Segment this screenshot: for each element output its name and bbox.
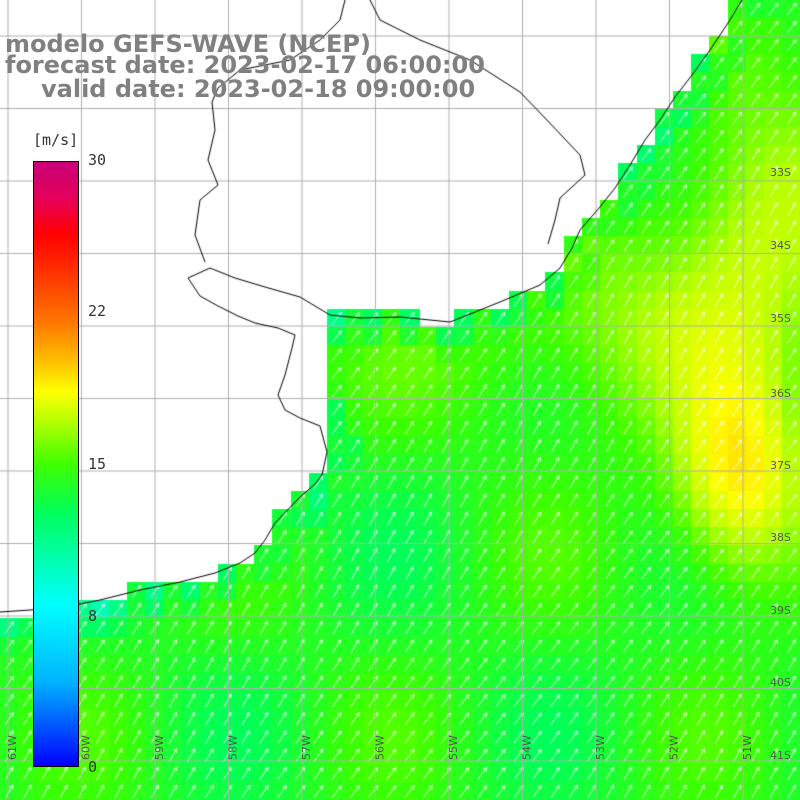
lon-label-52w: 52W xyxy=(668,735,681,760)
lon-label-57w: 57W xyxy=(300,735,313,760)
lat-label-35s: 35S xyxy=(770,312,791,325)
colorbar-tick-8: 8 xyxy=(88,607,98,625)
colorbar-tick-30: 30 xyxy=(88,151,107,169)
colorbar-unit: [m/s] xyxy=(33,131,79,149)
lon-label-53w: 53W xyxy=(594,735,607,760)
lat-label-40s: 40S xyxy=(770,676,791,689)
lat-label-36s: 36S xyxy=(770,387,791,400)
lat-label-38s: 38S xyxy=(770,531,791,544)
lon-label-51w: 51W xyxy=(741,735,754,760)
lat-label-37s: 37S xyxy=(770,459,791,472)
lat-label-41s: 41S xyxy=(770,749,791,762)
lat-label-34s: 34S xyxy=(770,239,791,252)
lon-label-58w: 58W xyxy=(227,735,240,760)
lon-label-60w: 60W xyxy=(80,735,93,760)
lon-label-61w: 61W xyxy=(6,735,19,760)
title-forecast-date: forecast date: 2023-02-17 06:00:00 xyxy=(5,51,485,79)
title-model: modelo GEFS-WAVE (NCEP) xyxy=(5,30,371,58)
title-valid-date: valid date: 2023-02-18 09:00:00 xyxy=(41,75,476,103)
lat-label-39s: 39S xyxy=(770,604,791,617)
lon-label-55w: 55W xyxy=(447,735,460,760)
lon-label-59w: 59W xyxy=(153,735,166,760)
colorbar-tick-15: 15 xyxy=(88,455,107,473)
colorbar-tick-22: 22 xyxy=(88,302,107,320)
lat-label-33s: 33S xyxy=(770,166,791,179)
lon-label-56w: 56W xyxy=(374,735,387,760)
colorbar xyxy=(33,161,79,767)
lon-label-54w: 54W xyxy=(521,735,534,760)
colorbar-tick-0: 0 xyxy=(88,758,98,776)
